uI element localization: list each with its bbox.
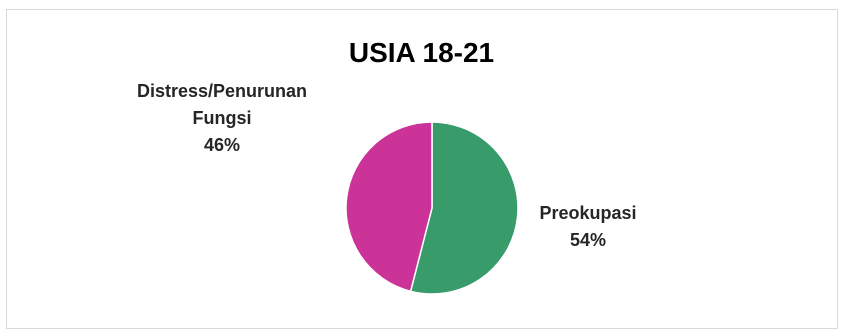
data-label-distress-name-line1: Distress/Penurunan	[136, 81, 308, 101]
pie-slice-distress-penurunan-fungsi	[345, 121, 433, 293]
data-label-distress-value: 46%	[203, 135, 241, 155]
data-label-distress-name-line2: Fungsi	[192, 108, 252, 128]
data-label-preokupasi-name: Preokupasi	[539, 203, 637, 223]
data-label-preokupasi-value: 54%	[569, 230, 607, 250]
data-label-distress: Distress/Penurunan Fungsi 46%	[92, 78, 352, 159]
chart-title: USIA 18-21	[348, 37, 495, 68]
data-label-preokupasi: Preokupasi 54%	[513, 200, 663, 254]
pie-slice-preokupasi	[409, 121, 519, 295]
